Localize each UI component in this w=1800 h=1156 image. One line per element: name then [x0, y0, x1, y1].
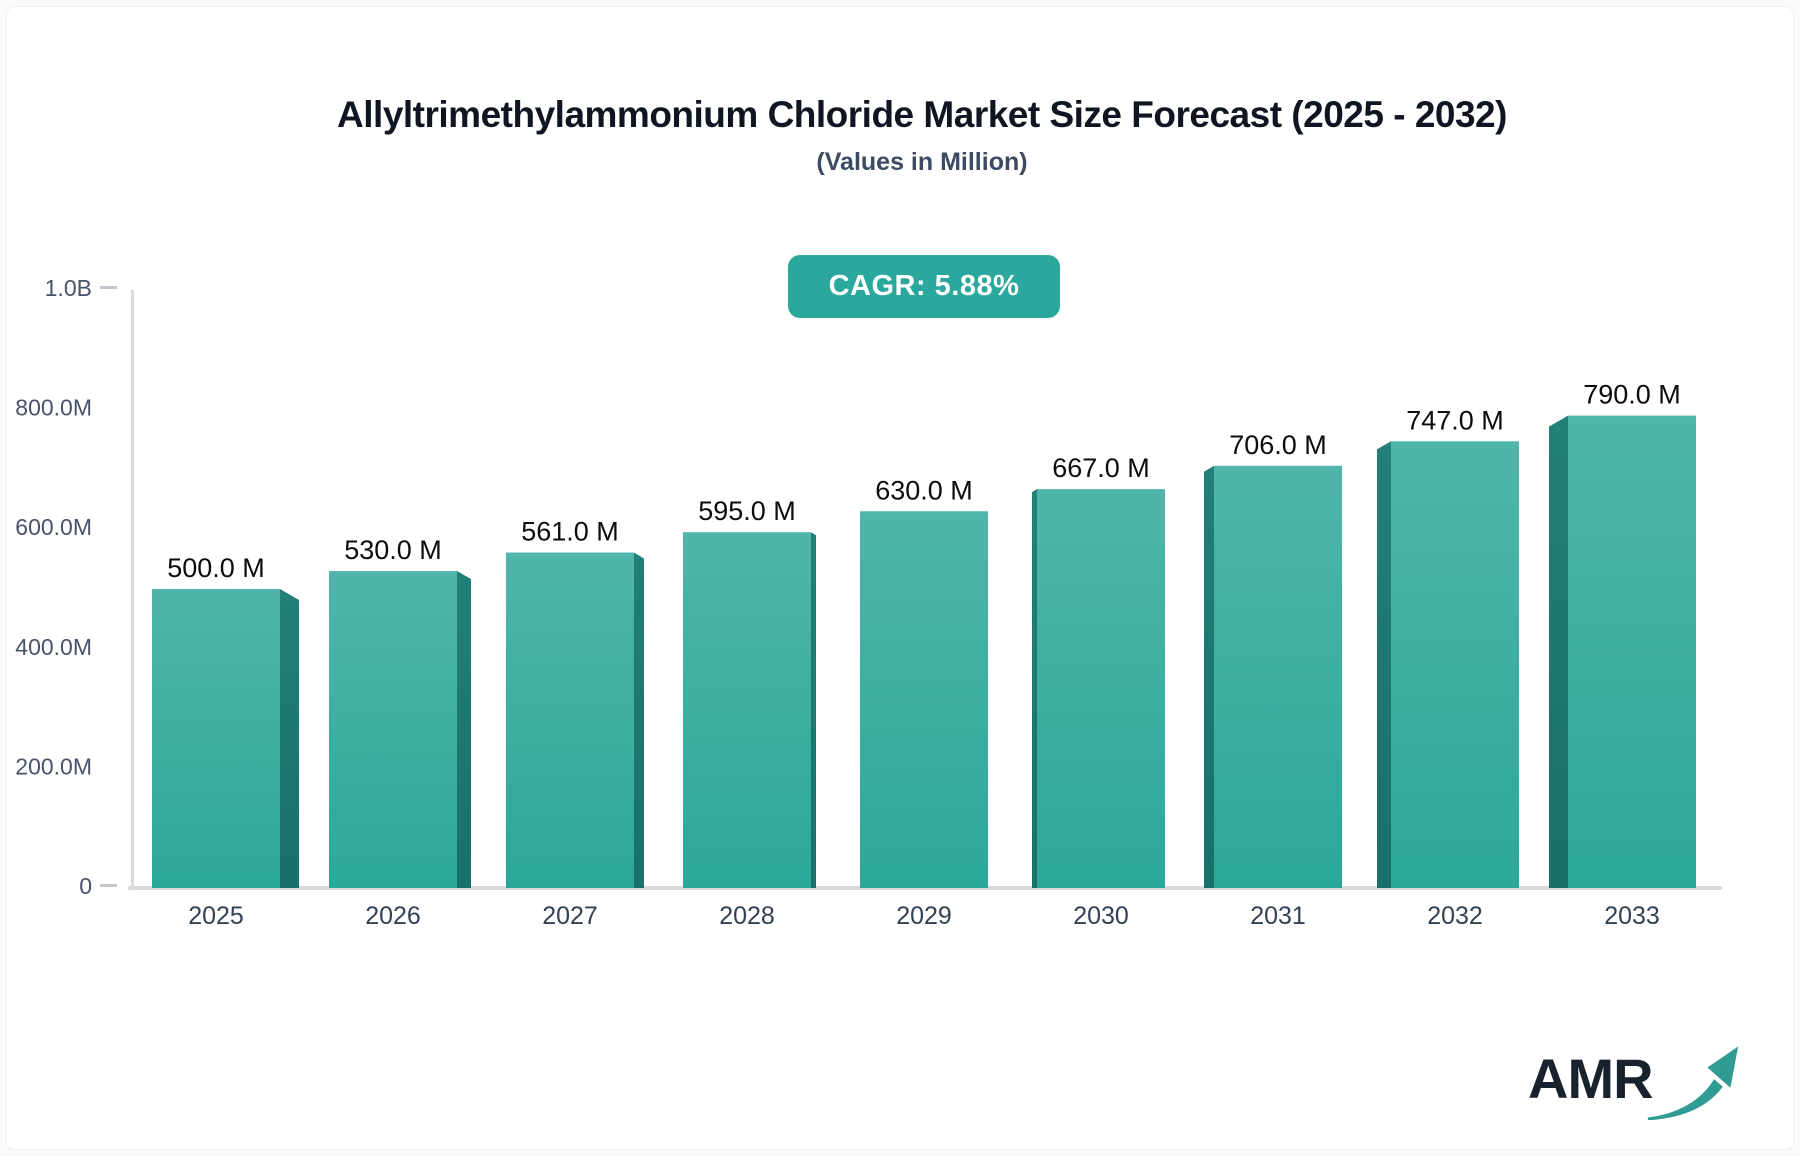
bar-side-face	[1549, 415, 1568, 888]
y-axis-tick	[100, 286, 117, 289]
amr-logo: AMR	[1528, 1036, 1741, 1120]
bar-front-face	[329, 571, 457, 888]
growth-arrow-icon	[1647, 1046, 1738, 1120]
bar-side-face	[1377, 441, 1391, 888]
cagr-badge: CAGR: 5.88%	[788, 255, 1060, 318]
bar-2029[interactable]: 630.0 M	[860, 475, 988, 888]
bar-front-face	[1037, 489, 1165, 888]
x-axis-label: 2030	[1073, 902, 1129, 930]
y-axis-label: 200.0M	[15, 753, 92, 779]
bar-value-label: 530.0 M	[344, 535, 442, 565]
bar-side-face	[457, 571, 471, 888]
bar-value-label: 790.0 M	[1583, 380, 1681, 410]
bar-side-face	[634, 552, 644, 888]
bar-front-face	[152, 589, 280, 888]
bar-value-label: 500.0 M	[167, 553, 265, 583]
bar-front-face	[1391, 441, 1519, 888]
bar-2026[interactable]: 530.0 M	[329, 535, 471, 888]
bar-2027[interactable]: 561.0 M	[506, 517, 644, 888]
y-axis-label: 800.0M	[15, 395, 92, 421]
bar-side-face	[811, 532, 816, 888]
bar-front-face	[1214, 465, 1342, 888]
y-axis-label: 400.0M	[15, 634, 92, 660]
amr-logo-text: AMR	[1528, 1046, 1654, 1110]
chart-subtitle: (Values in Million)	[816, 148, 1028, 176]
x-axis-label: 2026	[365, 902, 421, 930]
x-axis-label: 2027	[542, 902, 598, 930]
bar-2033[interactable]: 790.0 M	[1549, 380, 1696, 888]
x-axis-label: 2028	[719, 902, 775, 930]
bar-2025[interactable]: 500.0 M	[152, 553, 299, 888]
y-axis-line	[131, 290, 134, 888]
chart-title: Allyltrimethylammonium Chloride Market S…	[337, 94, 1507, 135]
bar-front-face	[860, 511, 988, 888]
bar-front-face	[506, 552, 634, 888]
bar-front-face	[1568, 415, 1696, 888]
x-axis-label: 2025	[188, 902, 244, 930]
bar-value-label: 630.0 M	[875, 475, 973, 505]
y-axis-label: 600.0M	[15, 514, 92, 540]
chart-header: Allyltrimethylammonium Chloride Market S…	[22, 94, 1800, 177]
bar-2028[interactable]: 595.0 M	[683, 496, 816, 888]
bar-2030[interactable]: 667.0 M	[1032, 453, 1165, 888]
cagr-badge-label: CAGR: 5.88%	[828, 270, 1020, 302]
y-axis-label: 0	[79, 873, 92, 899]
bar-value-label: 706.0 M	[1229, 430, 1327, 460]
bar-value-label: 595.0 M	[698, 496, 796, 526]
bar-side-face	[280, 589, 299, 888]
x-axis-label: 2029	[896, 902, 952, 930]
bar-side-face	[1032, 489, 1037, 888]
y-axis-tick	[100, 884, 117, 887]
bar-value-label: 747.0 M	[1406, 405, 1504, 435]
bar-value-label: 561.0 M	[521, 517, 619, 547]
bar-side-face	[1204, 465, 1214, 888]
bar-2031[interactable]: 706.0 M	[1204, 430, 1342, 888]
x-axis-label: 2031	[1250, 902, 1306, 930]
bar-2032[interactable]: 747.0 M	[1377, 405, 1519, 888]
x-axis-label: 2032	[1427, 902, 1483, 930]
x-axis-label: 2033	[1604, 902, 1660, 930]
y-axis-label: 1.0B	[45, 275, 92, 301]
bar-value-label: 667.0 M	[1052, 453, 1150, 483]
bar-front-face	[683, 532, 811, 888]
